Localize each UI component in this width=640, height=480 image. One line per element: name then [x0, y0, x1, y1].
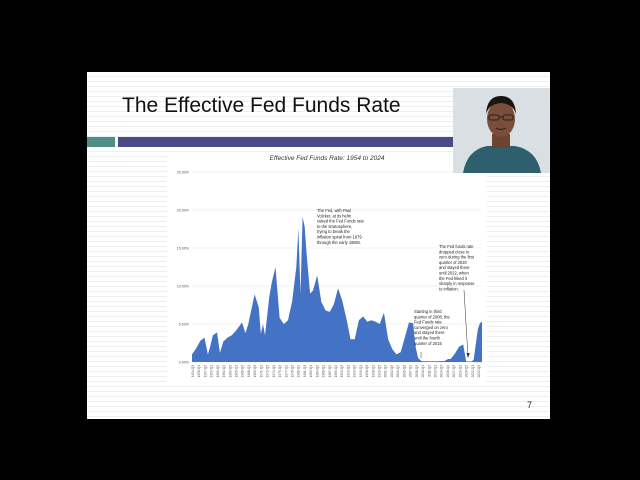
annotation-line: inflation spiral from 1979 — [317, 235, 362, 240]
x-tick-label: 1992-Q1 — [346, 365, 350, 378]
annotation-line: The Fed funds rate — [439, 244, 474, 249]
x-tick-label: 2016-Q1 — [446, 365, 450, 378]
annotation-line: converged on zero — [414, 325, 449, 330]
x-tick-label: 1962-Q1 — [222, 365, 226, 378]
annotation-line: sharply in response — [439, 281, 475, 286]
x-tick-label: 1966-Q3 — [241, 365, 245, 378]
x-tick-label: 1981-Q3 — [303, 365, 307, 378]
annotation-arrow — [463, 289, 469, 358]
x-tick-label: 1980-Q1 — [297, 365, 301, 378]
annotation-line: through the early 1980s. — [317, 240, 361, 245]
annotation-line: quarter of 2020 — [439, 260, 467, 265]
annotation-line: zero during the first — [439, 255, 475, 260]
annotation-line: Starting in third — [414, 309, 442, 314]
annotation-line: until 2022, when — [439, 271, 470, 276]
annotation-line: dropped close to — [439, 249, 470, 254]
x-tick-label: 1957-Q3 — [203, 365, 207, 378]
annotation-line: Volcker, at its helm — [317, 213, 352, 218]
x-tick-label: 1972-Q3 — [266, 365, 270, 378]
x-tick-label: 1984-Q3 — [315, 365, 319, 378]
title-accent-teal — [87, 137, 115, 147]
y-tick-label: 5.00% — [179, 323, 190, 327]
x-tick-label: 1993-Q3 — [353, 365, 357, 378]
x-tick-label: 1971-Q1 — [259, 365, 263, 378]
x-tick-label: 2010-Q1 — [421, 365, 425, 378]
annotation-2: The Fed funds rate dropped close to zero d… — [439, 244, 475, 291]
presenter-video — [453, 88, 550, 173]
x-tick-label: 1959-Q1 — [210, 365, 214, 378]
y-tick-label: 25.00% — [177, 171, 190, 175]
x-tick-label: 1990-Q3 — [340, 365, 344, 378]
chart-title: Effective Fed Funds Rate: 1954 to 2024 — [269, 155, 385, 162]
y-tick-label: 10.00% — [177, 285, 190, 289]
x-tick-label: 2019-Q1 — [458, 365, 462, 378]
chart-svg: 0.00% 5.00% 10.00% 15.00% 20.00% 25.00% 1954-Q… — [177, 171, 482, 378]
x-tick-label: 2008-Q3 — [415, 365, 419, 378]
x-tick-label: 1996-Q3 — [365, 365, 369, 378]
x-tick-label: 1965-Q1 — [235, 365, 239, 378]
x-tick-label: 1998-Q1 — [371, 365, 375, 378]
x-tick-label: 2011-Q3 — [427, 365, 431, 377]
x-tick-label: 1963-Q3 — [228, 365, 232, 378]
annotation-line: and stayed there — [414, 330, 445, 335]
y-tick-label: 15.00% — [177, 247, 190, 251]
x-tick-label: 2004-Q1 — [396, 365, 400, 378]
title-accent-purple — [118, 137, 550, 147]
x-tick-label: 2001-Q1 — [384, 365, 388, 378]
page-number: 7 — [527, 400, 533, 410]
annotation-line: quarter of 2015 — [414, 341, 442, 346]
x-tick-label: 1983-Q1 — [309, 365, 313, 378]
annotation-line: to the stratosphere, — [317, 224, 352, 229]
annotation-line: to inflation. — [439, 286, 459, 291]
x-tick-label: 2005-Q3 — [402, 365, 406, 378]
annotation-line: the Fed hiked it — [439, 276, 468, 281]
x-tick-label: 1960-Q3 — [216, 365, 220, 378]
annotation-1: The Fed, with Paul Volcker, at its helm ra… — [317, 208, 365, 245]
annotation-line: Fed Funds rate — [414, 320, 442, 325]
annotation-3: Starting in third quarter of 2008, the Fed… — [414, 309, 450, 346]
x-tick-label: 2007-Q1 — [409, 365, 413, 378]
annotation-line: until the fourth — [414, 336, 441, 341]
annotation-line: raised the Fed Funds rate — [317, 219, 365, 224]
x-tick-label: 1989-Q1 — [334, 365, 338, 378]
annotation-line: quarter of 2008, the — [414, 314, 450, 319]
x-tick-label: 2014-Q3 — [440, 365, 444, 378]
annotation-arrowhead — [466, 353, 470, 358]
x-tick-label: 1956-Q1 — [197, 365, 201, 378]
slide-title: The Effective Fed Funds Rate — [122, 94, 401, 117]
x-tick-label: 1986-Q1 — [322, 365, 326, 378]
annotation-line: The Fed, with Paul — [317, 208, 351, 213]
x-tick-label: 2002-Q3 — [390, 365, 394, 378]
x-tick-label: 2017-Q3 — [452, 365, 456, 378]
series-area — [192, 216, 482, 362]
x-tick-label: 1968-Q1 — [247, 365, 251, 378]
x-tick-label: 1974-Q1 — [272, 365, 276, 378]
x-tick-label: 1975-Q3 — [278, 365, 282, 378]
y-tick-label: 20.00% — [177, 209, 190, 213]
x-tick-label: 2022-Q1 — [471, 365, 475, 378]
x-tick-label: 1969-Q3 — [253, 365, 257, 378]
x-tick-label: 1954-Q3 — [191, 365, 195, 378]
presenter-figure — [453, 88, 550, 173]
x-tick-label: 2023-Q3 — [477, 365, 481, 378]
x-tick-label: 1999-Q3 — [378, 365, 382, 378]
x-tick-label: 2020-Q3 — [465, 365, 469, 378]
annotation-line: trying to break the — [317, 229, 350, 234]
x-tick-label: 2013-Q1 — [433, 365, 437, 378]
x-tick-label: 1978-Q3 — [290, 365, 294, 378]
annotation-line: and stayed there — [439, 265, 470, 270]
x-tick-label: 1977-Q1 — [284, 365, 288, 378]
x-tick-label: 1995-Q1 — [359, 365, 363, 378]
y-tick-label: 0.00% — [179, 361, 190, 365]
fed-funds-chart: Effective Fed Funds Rate: 1954 to 2024 0… — [167, 152, 487, 384]
x-tick-label: 1987-Q3 — [328, 365, 332, 378]
